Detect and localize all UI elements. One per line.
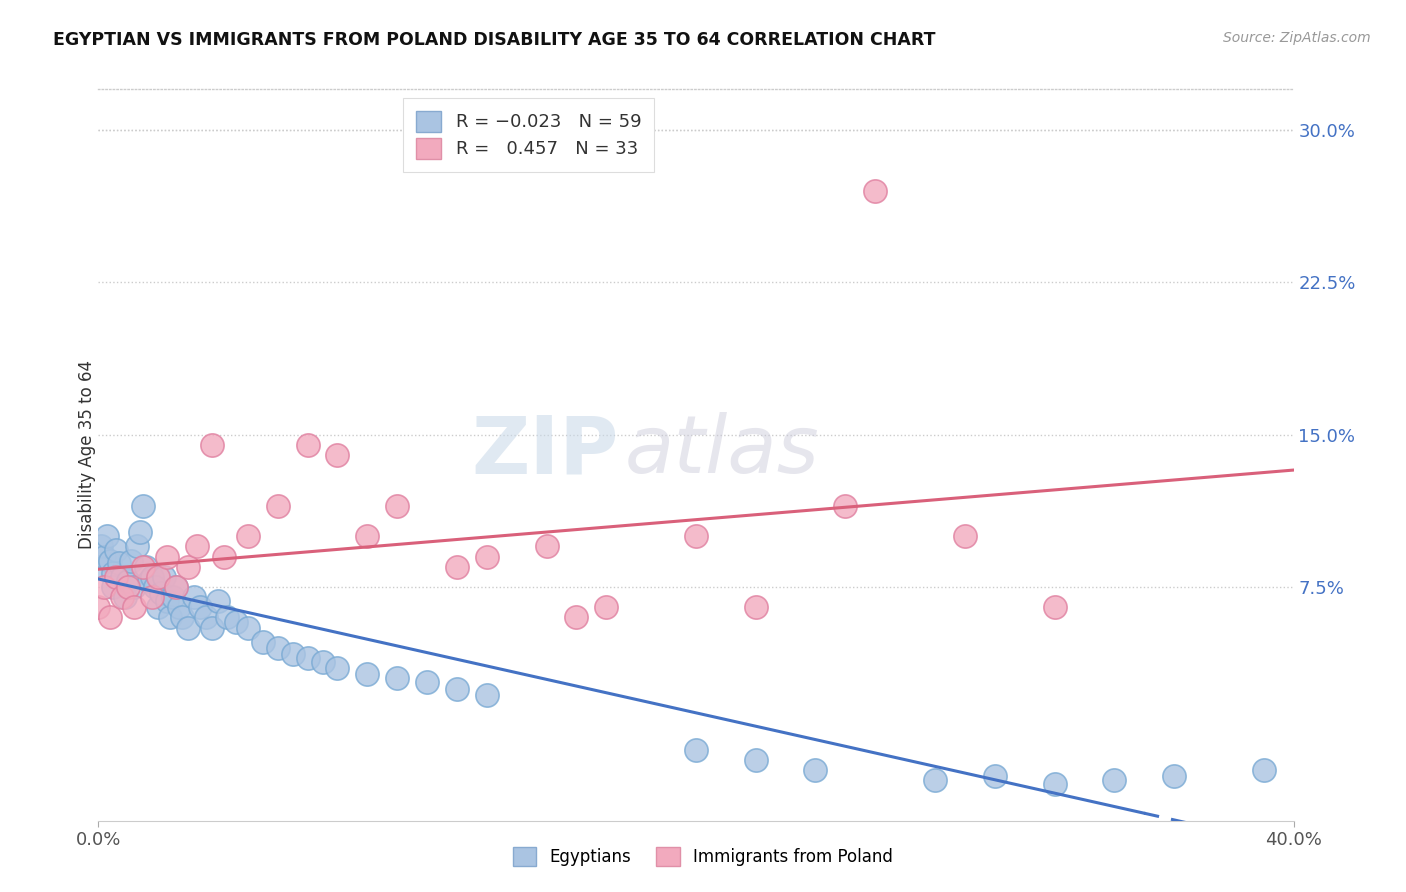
Point [177, 559, 200, 574]
Point [162, 590, 184, 604]
Point [267, 499, 290, 513]
Point [252, 635, 274, 649]
Point [117, 580, 139, 594]
Point [1163, 769, 1185, 783]
Point [326, 661, 349, 675]
Point [207, 594, 229, 608]
Point [745, 753, 768, 767]
Point [565, 610, 588, 624]
Point [1104, 772, 1126, 787]
Point [111, 590, 134, 604]
Point [127, 539, 149, 553]
Point [326, 448, 349, 462]
Point [356, 667, 378, 681]
Point [446, 559, 468, 574]
Point [297, 438, 319, 452]
Point [132, 499, 155, 513]
Point [141, 590, 163, 604]
Point [98, 610, 122, 624]
Point [745, 600, 768, 615]
Point [124, 600, 146, 615]
Point [188, 600, 211, 615]
Text: Source: ZipAtlas.com: Source: ZipAtlas.com [1223, 31, 1371, 45]
Legend: R = −0.023   N = 59, R =   0.457   N = 33: R = −0.023 N = 59, R = 0.457 N = 33 [404, 98, 654, 171]
Point [385, 499, 409, 513]
Point [141, 570, 163, 584]
Point [236, 621, 259, 635]
Point [165, 580, 187, 594]
Point [98, 553, 122, 567]
Point [103, 566, 125, 580]
Point [685, 742, 707, 756]
Point [475, 549, 498, 564]
Point [475, 688, 498, 702]
Point [117, 574, 139, 588]
Point [595, 600, 617, 615]
Point [156, 594, 179, 608]
Point [297, 651, 319, 665]
Point [201, 438, 224, 452]
Point [984, 769, 1007, 783]
Point [215, 610, 238, 624]
Point [1253, 763, 1275, 777]
Point [105, 570, 128, 584]
Point [87, 559, 110, 574]
Point [446, 681, 468, 696]
Text: EGYPTIAN VS IMMIGRANTS FROM POLAND DISABILITY AGE 35 TO 64 CORRELATION CHART: EGYPTIAN VS IMMIGRANTS FROM POLAND DISAB… [53, 31, 936, 49]
Point [186, 539, 208, 553]
Point [225, 615, 247, 629]
Point [132, 559, 155, 574]
Point [96, 529, 118, 543]
Point [536, 539, 558, 553]
Text: ZIP: ZIP [471, 412, 619, 491]
Point [138, 574, 160, 588]
Point [267, 640, 290, 655]
Point [167, 600, 190, 615]
Point [281, 647, 304, 661]
Point [685, 529, 707, 543]
Point [148, 600, 170, 615]
Point [120, 553, 142, 567]
Point [87, 600, 110, 615]
Point [108, 556, 131, 570]
Point [416, 675, 439, 690]
Point [183, 590, 205, 604]
Point [148, 570, 170, 584]
Point [153, 570, 176, 584]
Point [834, 499, 856, 513]
Point [201, 621, 224, 635]
Point [90, 539, 112, 553]
Point [1043, 600, 1066, 615]
Point [93, 580, 115, 594]
Point [165, 580, 187, 594]
Text: atlas: atlas [624, 412, 820, 491]
Point [236, 529, 259, 543]
Point [143, 580, 166, 594]
Y-axis label: Disability Age 35 to 64: Disability Age 35 to 64 [79, 360, 96, 549]
Point [804, 763, 827, 777]
Point [105, 543, 128, 558]
Point [114, 590, 136, 604]
Point [150, 586, 173, 600]
Point [311, 655, 333, 669]
Point [156, 549, 179, 564]
Point [865, 184, 887, 198]
Point [1043, 777, 1066, 791]
Point [177, 621, 200, 635]
Point [172, 610, 194, 624]
Point [195, 610, 218, 624]
Point [212, 549, 235, 564]
Point [103, 580, 125, 594]
Point [93, 549, 115, 564]
Legend: Egyptians, Immigrants from Poland: Egyptians, Immigrants from Poland [506, 840, 900, 873]
Point [159, 610, 181, 624]
Point [385, 672, 409, 686]
Point [356, 529, 378, 543]
Point [924, 772, 946, 787]
Point [129, 525, 152, 540]
Point [953, 529, 976, 543]
Point [135, 559, 157, 574]
Point [124, 580, 146, 594]
Point [111, 570, 134, 584]
